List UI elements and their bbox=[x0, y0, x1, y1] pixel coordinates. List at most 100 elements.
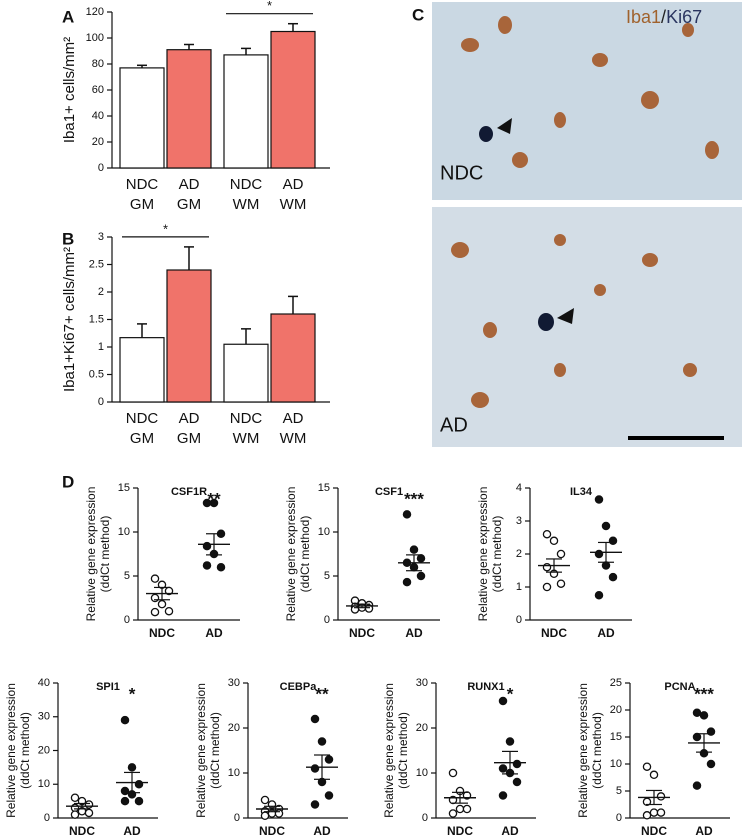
y-tick-label: 1 bbox=[98, 341, 104, 353]
ndc-point bbox=[70, 793, 80, 803]
ad-point bbox=[402, 510, 412, 519]
ndc-point bbox=[642, 797, 652, 807]
x-tick-label: WM bbox=[233, 196, 260, 213]
arrowheads bbox=[497, 118, 574, 324]
y-tick-label: 20 bbox=[228, 722, 240, 734]
bar bbox=[223, 54, 269, 169]
micrograph-label: AD bbox=[440, 414, 468, 436]
ad-point bbox=[498, 791, 508, 800]
x-tick-label: AD bbox=[179, 176, 200, 193]
ndc-point bbox=[84, 800, 94, 809]
ad-point bbox=[402, 577, 412, 587]
cells bbox=[451, 16, 719, 408]
ndc-point bbox=[157, 599, 167, 609]
panel-label: B bbox=[62, 229, 74, 248]
ndc-point bbox=[656, 792, 666, 801]
y-axis-label: Relative gene expression bbox=[194, 683, 208, 818]
ndc-point bbox=[260, 811, 270, 821]
ad-point bbox=[601, 521, 611, 531]
x-tick-label: AD bbox=[405, 626, 423, 640]
micrograph-label: NDC bbox=[440, 162, 483, 184]
ndc-point bbox=[642, 762, 652, 771]
x-tick-label: WM bbox=[233, 430, 260, 447]
y-axis-label: Iba1+ cells/mm² bbox=[61, 37, 78, 143]
y-tick-label: 10 bbox=[610, 758, 622, 770]
plot-title: IL34 bbox=[570, 486, 593, 498]
ndc-point bbox=[150, 593, 160, 603]
x-tick-label: GM bbox=[130, 196, 154, 213]
ndc-point bbox=[448, 768, 458, 778]
y-tick-label: 0 bbox=[98, 162, 104, 174]
x-tick-label: NDC bbox=[126, 410, 159, 427]
ndc-point bbox=[260, 795, 270, 805]
ndc-point bbox=[150, 607, 160, 617]
ndc-point bbox=[556, 549, 566, 559]
x-tick-label: GM bbox=[130, 430, 154, 447]
y-tick-label: 100 bbox=[86, 32, 104, 44]
y-tick-label: 1.5 bbox=[89, 313, 104, 325]
y-tick-label: 0 bbox=[44, 812, 50, 824]
significance-stars: ** bbox=[315, 684, 329, 703]
plot-title: SPI1 bbox=[96, 681, 120, 693]
y-tick-label: 30 bbox=[416, 677, 428, 689]
y-tick-label: 2.5 bbox=[89, 258, 104, 270]
ki67-nuclei bbox=[479, 126, 554, 331]
ndc-point bbox=[549, 536, 559, 546]
plot-title: CSF1R bbox=[171, 486, 207, 498]
ad-point bbox=[601, 561, 611, 570]
x-tick-label: AD bbox=[205, 626, 223, 640]
ad-point bbox=[706, 759, 716, 769]
y-axis-label: Relative gene expression bbox=[4, 683, 18, 818]
x-tick-label: AD bbox=[597, 626, 615, 640]
y-tick-label: 10 bbox=[416, 767, 428, 779]
y-tick-label: 30 bbox=[228, 677, 240, 689]
ndc-point bbox=[364, 604, 374, 613]
y-axis-label: (ddCt method) bbox=[490, 516, 504, 593]
y-tick-label: 80 bbox=[92, 58, 104, 70]
ndc-point bbox=[649, 770, 659, 780]
bar bbox=[119, 337, 165, 403]
ad-point bbox=[127, 763, 137, 772]
y-axis-label: (ddCt method) bbox=[208, 712, 222, 789]
y-tick-label: 10 bbox=[118, 526, 130, 538]
y-tick-label: 10 bbox=[38, 778, 50, 790]
ad-point bbox=[608, 572, 618, 582]
ad-point bbox=[202, 498, 212, 508]
significance-stars: *** bbox=[694, 684, 714, 703]
y-axis-label: Relative gene expression bbox=[84, 487, 98, 622]
y-tick-label: 0 bbox=[324, 614, 330, 626]
y-axis-label: (ddCt method) bbox=[590, 712, 604, 789]
ad-point bbox=[699, 711, 709, 720]
bar bbox=[270, 313, 316, 403]
y-tick-label: 30 bbox=[38, 711, 50, 723]
bar bbox=[166, 269, 212, 403]
ndc-point bbox=[542, 562, 552, 572]
bar bbox=[270, 30, 316, 169]
significance-label: * bbox=[267, 0, 272, 13]
ad-point bbox=[692, 781, 702, 790]
panel-label: A bbox=[62, 7, 74, 26]
y-tick-label: 25 bbox=[610, 677, 622, 689]
ad-point bbox=[416, 554, 426, 563]
y-tick-label: 20 bbox=[416, 722, 428, 734]
significance-stars: * bbox=[507, 684, 514, 703]
legend-text: Ki67 bbox=[666, 7, 702, 27]
y-tick-label: 40 bbox=[38, 677, 50, 689]
ad-point bbox=[310, 764, 320, 773]
y-tick-label: 3 bbox=[516, 515, 522, 527]
ndc-point bbox=[556, 579, 566, 588]
y-tick-label: 20 bbox=[610, 704, 622, 716]
x-tick-label: NDC bbox=[259, 824, 285, 838]
bar bbox=[119, 67, 165, 169]
x-tick-label: AD bbox=[283, 176, 304, 193]
y-tick-label: 3 bbox=[98, 231, 104, 243]
ad-point bbox=[324, 755, 334, 764]
ndc-point bbox=[542, 529, 552, 539]
x-tick-label: NDC bbox=[69, 824, 95, 838]
ndc-point bbox=[542, 582, 552, 592]
ad-point bbox=[310, 800, 320, 809]
ad-point bbox=[310, 714, 320, 724]
ad-point bbox=[216, 562, 226, 572]
